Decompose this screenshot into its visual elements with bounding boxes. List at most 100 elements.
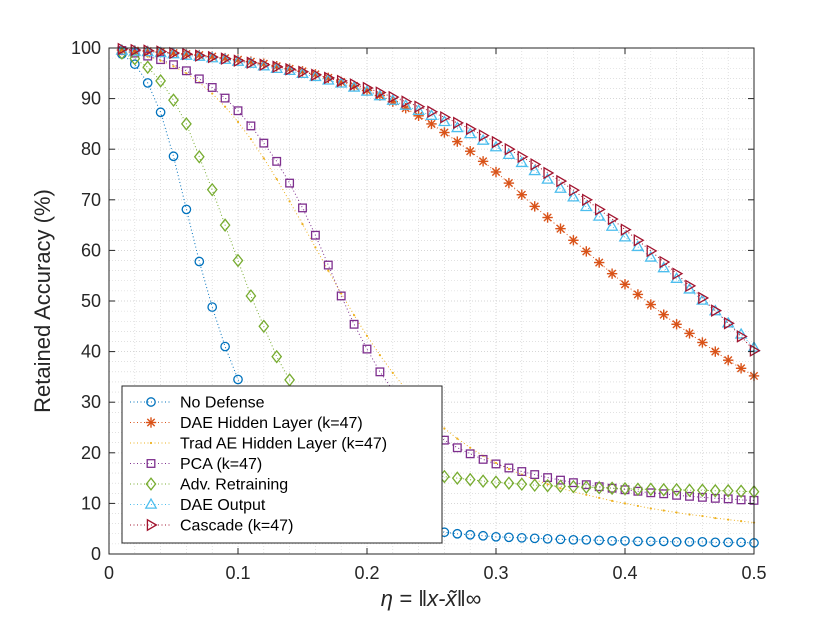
data-point-trad-ae-hidden-layer-k-47	[585, 493, 588, 496]
data-point-dae-output	[708, 304, 722, 316]
data-point-cascade-k-47	[465, 122, 477, 136]
data-point-no-defense	[581, 534, 592, 545]
star-stroke	[711, 347, 720, 356]
data-point-cascade-k-47	[311, 68, 323, 82]
y-tick-label: 80	[81, 139, 101, 159]
data-point-no-defense	[168, 151, 179, 162]
data-point-dae-hidden-layer-k-47	[452, 136, 463, 147]
data-point-trad-ae-hidden-layer-k-47	[391, 371, 394, 374]
data-point-adv-retraining	[490, 475, 502, 489]
data-point-pca-k-47	[646, 488, 656, 498]
data-point-cascade-k-47	[285, 62, 297, 76]
data-point-dae-hidden-layer-k-47	[503, 177, 515, 189]
x-tick-label: 0	[104, 563, 114, 583]
star-stroke	[569, 236, 578, 245]
data-point-trad-ae-hidden-layer-k-47	[469, 446, 472, 449]
x-tick-label: 0.5	[741, 563, 766, 583]
data-point-pca-k-47	[310, 230, 320, 240]
y-tick-label: 60	[81, 240, 101, 260]
star-stroke	[659, 310, 668, 319]
x-tick-label: 0.1	[225, 563, 250, 583]
data-point-pca-k-47	[323, 260, 333, 270]
star-stroke	[466, 147, 475, 156]
data-point-dae-output	[141, 45, 155, 57]
data-point-cascade-k-47	[440, 110, 452, 124]
data-point-trad-ae-hidden-layer-k-47	[159, 59, 162, 62]
data-point-adv-retraining	[180, 117, 192, 131]
star-stroke	[453, 137, 462, 146]
data-point-adv-retraining	[542, 478, 554, 493]
data-point-dae-output	[128, 44, 142, 56]
data-point-dae-hidden-layer-k-47	[671, 319, 682, 330]
star-stroke	[233, 55, 243, 64]
data-point-no-defense	[710, 537, 721, 548]
data-point-cascade-k-47	[633, 233, 645, 247]
data-point-dae-output	[205, 51, 219, 63]
star-stroke	[633, 290, 643, 299]
star-stroke	[195, 50, 204, 60]
data-point-dae-hidden-layer-k-47	[658, 309, 669, 320]
data-point-cascade-k-47	[594, 203, 606, 216]
data-point-no-defense	[129, 59, 140, 70]
data-point-dae-output	[115, 43, 129, 55]
legend-box	[121, 385, 443, 544]
legend-marker-no-defense	[146, 397, 156, 407]
data-point-dae-output	[541, 172, 554, 184]
data-point-pca-k-47	[491, 459, 501, 469]
data-point-dae-hidden-layer-k-47	[555, 223, 566, 234]
data-point-dae-output	[554, 181, 567, 193]
data-point-no-defense	[697, 537, 708, 547]
data-point-cascade-k-47	[349, 78, 361, 91]
data-point-dae-output	[605, 219, 619, 231]
star-stroke	[543, 213, 552, 222]
data-point-cascade-k-47	[298, 65, 310, 79]
data-point-adv-retraining	[529, 478, 541, 493]
data-point-pca-k-47	[543, 473, 553, 483]
data-point-trad-ae-hidden-layer-k-47	[236, 120, 240, 123]
data-point-trad-ae-hidden-layer-k-47	[688, 513, 691, 516]
star-stroke	[595, 258, 604, 267]
series-points-cascade-k-47	[117, 42, 761, 357]
data-point-dae-output	[528, 164, 542, 176]
data-point-cascade-k-47	[156, 45, 168, 58]
data-point-pca-k-47	[568, 478, 578, 488]
data-point-cascade-k-47	[453, 116, 464, 130]
data-point-adv-retraining	[206, 182, 218, 197]
legend: No Defense DAE Hidden Layer (k=47) Trad AE…	[121, 385, 443, 544]
data-point-no-defense	[671, 537, 682, 547]
data-point-no-defense	[568, 534, 579, 545]
data-point-cascade-k-47	[388, 90, 400, 104]
data-point-dae-output	[283, 64, 296, 76]
data-point-cascade-k-47	[749, 344, 761, 357]
data-point-dae-output	[167, 47, 180, 59]
legend-marker-dae-output	[144, 497, 158, 509]
data-point-pca-k-47	[685, 491, 694, 501]
data-point-no-defense	[194, 256, 205, 267]
data-point-adv-retraining	[567, 479, 579, 494]
legend-marker-cascade-k-47	[146, 518, 158, 532]
data-point-cascade-k-47	[646, 244, 658, 258]
data-point-no-defense	[233, 374, 243, 385]
legend-label-no-defense: No Defense	[180, 395, 265, 412]
data-point-no-defense	[465, 529, 476, 540]
data-point-no-defense	[684, 537, 695, 547]
data-point-dae-hidden-layer-k-47	[568, 235, 579, 246]
data-point-dae-output	[644, 250, 658, 262]
data-point-dae-hidden-layer-k-47	[606, 268, 618, 279]
data-point-adv-retraining	[735, 484, 747, 499]
data-point-dae-output	[360, 84, 374, 96]
data-point-no-defense	[633, 536, 643, 547]
data-point-pca-k-47	[336, 291, 346, 301]
data-point-no-defense	[658, 536, 669, 547]
data-point-pca-k-47	[246, 121, 256, 131]
data-point-cascade-k-47	[130, 43, 142, 57]
data-point-adv-retraining	[632, 482, 644, 497]
star-stroke	[491, 167, 501, 177]
data-point-pca-k-47	[556, 475, 565, 485]
data-point-adv-retraining	[219, 218, 231, 232]
data-point-adv-retraining	[168, 93, 179, 107]
data-point-dae-output	[683, 282, 696, 294]
data-point-dae-output	[180, 48, 193, 60]
data-point-no-defense	[155, 107, 166, 118]
